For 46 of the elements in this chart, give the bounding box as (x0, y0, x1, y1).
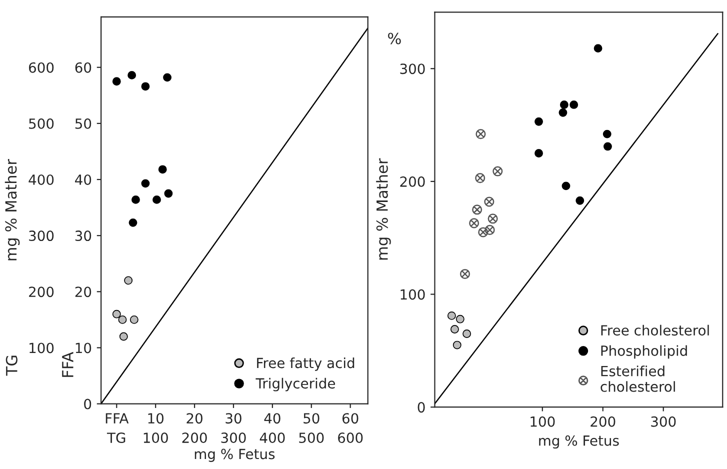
x-tick-label: 300 (651, 416, 676, 427)
x-tick-label: 200 (590, 416, 616, 427)
y-tick-label: 0 (418, 402, 425, 413)
y-tick-label: 200 (400, 176, 425, 187)
x2-axis-title: mg % Fetus (194, 448, 275, 462)
x-tick-label: 20 (186, 413, 202, 424)
text: TG (6, 356, 18, 376)
y-tick-label: 100 (400, 289, 425, 300)
x-tick-label: 100 (530, 416, 555, 427)
x-tick-label: 60 (342, 413, 358, 424)
x-tick-label: 50 (304, 413, 320, 424)
x-tick-label: 40 (264, 413, 280, 424)
legend-label: Triglyceride (256, 378, 335, 392)
x2-tick-label: 400 (260, 432, 285, 444)
y2-tick-label: 500 (29, 118, 54, 129)
y-tick-label: 40 (75, 174, 92, 185)
y-tick-label: 30 (75, 230, 92, 242)
x2-tick-label: 600 (338, 432, 363, 444)
x2-tick-label: 300 (221, 432, 246, 444)
x2-tick-label: TG (106, 432, 126, 444)
y-tick-label: 0 (84, 398, 92, 410)
y-tick-label: 20 (75, 286, 92, 298)
y-tick-label: 60 (75, 62, 92, 73)
legend-label: Esterified cholesterol (600, 366, 675, 392)
x2-tick-label: 500 (299, 432, 324, 444)
y-tick-label: 50 (75, 118, 92, 129)
y2-tick-label: 200 (29, 286, 54, 298)
x-axis-title: mg % Fetus (539, 435, 619, 449)
text: % (388, 32, 401, 44)
legend-label: Phospholipid (601, 345, 687, 359)
y2-tick-label: 300 (29, 230, 54, 242)
y-tick-label: 300 (400, 64, 425, 74)
x-tick-label: 30 (226, 413, 242, 424)
x2-tick-label: 200 (182, 432, 207, 444)
y2-tick-label: 100 (30, 342, 54, 354)
legend-label: Free fatty acid (257, 357, 354, 371)
y2-axis-title: mg % Mather (4, 158, 20, 260)
legend-label: Free cholesterol (601, 324, 709, 336)
x2-tick-label: 100 (144, 432, 168, 444)
y-tick-label: 10 (76, 342, 92, 354)
y-axis-title: mg % Mather (376, 158, 391, 260)
x-tick-label: FFA (106, 413, 129, 424)
y2-tick-label: 600 (28, 62, 54, 73)
x-tick-label: 10 (148, 413, 164, 424)
text: FFA (62, 352, 74, 377)
y2-tick-label: 400 (28, 174, 54, 185)
